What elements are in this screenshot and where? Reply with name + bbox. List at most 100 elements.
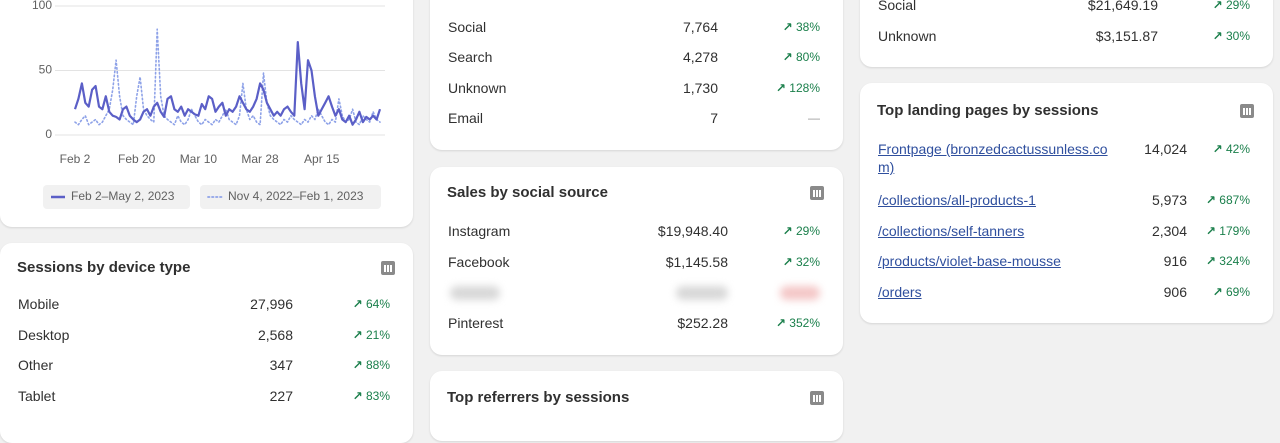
row-label: Desktop (18, 327, 70, 343)
trend-arrow: ↗ (352, 297, 366, 311)
line-chart: 0 50 100 Feb 2 Feb 20 Mar 10 Mar 28 Apr 15 Feb 2… (32, 0, 385, 209)
x-tick-label: Apr 15 (304, 152, 340, 166)
series-line (73, 41, 382, 126)
trend-arrow: ↗ (775, 316, 790, 330)
card-title: Top referrers by sessions (447, 389, 630, 406)
row-value: 14,024 (1144, 141, 1187, 157)
row-value: 7 (710, 110, 718, 126)
change-text: 38% (795, 20, 820, 34)
row-value: 1,730 (682, 80, 718, 96)
chart-icon[interactable] (1240, 104, 1254, 118)
row-value: 5,973 (1151, 192, 1187, 208)
row-label: Tablet (18, 388, 56, 404)
legend-label: Feb 2–May 2, 2023 (71, 189, 175, 203)
row-value: 916 (1163, 253, 1187, 269)
row-label: Search (448, 49, 493, 65)
row-value: 906 (1163, 284, 1187, 300)
row-change: ↗ 29% (1213, 0, 1250, 14)
trend-arrow: ↗ (1212, 142, 1226, 156)
row-value: $19,948.40 (657, 223, 728, 239)
landing-link[interactable]: /collections/all-products-1 (878, 192, 1036, 208)
blurred-value (676, 286, 728, 300)
row-label: Mobile (18, 296, 60, 312)
landing-link[interactable]: /collections/self-tanners (878, 223, 1025, 239)
row-change: ↗ 179% (1206, 222, 1250, 240)
row-change: ↗ 29% (783, 222, 820, 240)
row-change: ↗ 352% (776, 314, 820, 332)
row-value: 347 (269, 357, 293, 373)
row-change: ↗ 324% (1206, 252, 1250, 270)
x-tick-label: Feb 20 (118, 152, 156, 166)
landing-card (860, 83, 1273, 323)
device-card (0, 243, 413, 443)
trend-arrow: ↗ (775, 81, 790, 95)
change-text: 42% (1225, 142, 1250, 156)
row-change: — (808, 109, 820, 127)
chart-icon[interactable] (381, 261, 395, 275)
change-text: 30% (1225, 29, 1250, 43)
row-value: $252.28 (677, 315, 728, 331)
row-value: 7,764 (682, 19, 718, 35)
row-value: $3,151.87 (1095, 28, 1158, 44)
landing-link[interactable]: /products/violet-base-mousse (878, 253, 1061, 269)
legend-chip (200, 185, 381, 209)
row-label: Instagram (448, 223, 511, 239)
row-change: ↗ 30% (1213, 27, 1250, 45)
row-change: ↗ 80% (783, 48, 820, 66)
row-value: $21,649.19 (1087, 0, 1158, 13)
trend-arrow: ↗ (1205, 193, 1220, 207)
legend-label: Nov 4, 2022–Feb 1, 2023 (228, 189, 364, 203)
change-text: 352% (789, 316, 820, 330)
trend-arrow: ↗ (1205, 254, 1220, 268)
legend-chip (43, 185, 190, 209)
landing-link[interactable]: Frontpage (bronzedcactussunless.com) (878, 141, 1108, 175)
change-text: 32% (795, 255, 820, 269)
change-text: 80% (795, 50, 820, 64)
y-tick-label: 0 (45, 127, 52, 141)
x-tick-label: Feb 2 (60, 152, 91, 166)
change-text: 29% (1225, 0, 1250, 12)
change-text: 29% (795, 224, 820, 238)
trend-arrow: ↗ (782, 255, 796, 269)
x-tick-label: Mar 28 (241, 152, 279, 166)
change-text: — (808, 111, 820, 125)
card-title: Sales by social source (447, 184, 608, 201)
landing-link[interactable]: /orders (878, 284, 922, 300)
change-text: 324% (1219, 254, 1250, 268)
social-card (430, 167, 843, 355)
row-label: Social (878, 0, 917, 13)
y-tick-label: 100 (32, 0, 52, 12)
change-text: 88% (365, 358, 390, 372)
change-text: 64% (365, 297, 390, 311)
blurred-label (450, 286, 500, 300)
row-value: 4,278 (682, 49, 718, 65)
change-text: 83% (365, 389, 390, 403)
change-text: 687% (1219, 193, 1250, 207)
change-text: 69% (1225, 285, 1250, 299)
trend-arrow: ↗ (782, 20, 796, 34)
row-label: Unknown (878, 28, 937, 44)
row-label: Email (448, 110, 484, 126)
trend-arrow: ↗ (1212, 0, 1226, 12)
blurred-change (780, 286, 820, 300)
channel-card (430, 0, 843, 150)
card-title: Top landing pages by sessions (877, 102, 1099, 119)
chart-icon[interactable] (810, 391, 824, 405)
row-change: ↗ 83% (353, 387, 390, 405)
sales-channel-card (860, 0, 1273, 67)
change-text: 179% (1219, 224, 1250, 238)
row-change: ↗ 69% (1213, 283, 1250, 301)
row-label: Other (18, 357, 54, 373)
row-change: ↗ 42% (1213, 140, 1250, 158)
trend-arrow: ↗ (352, 358, 366, 372)
row-change: ↗ 21% (353, 326, 390, 344)
x-tick-label: Mar 10 (180, 152, 218, 166)
trend-arrow: ↗ (782, 50, 796, 64)
change-text: 128% (789, 81, 820, 95)
trend-arrow: ↗ (1212, 29, 1226, 43)
row-value: 2,304 (1151, 223, 1187, 239)
card-title: Sessions by device type (17, 259, 191, 276)
trend-arrow: ↗ (1212, 285, 1226, 299)
chart-icon[interactable] (810, 186, 824, 200)
